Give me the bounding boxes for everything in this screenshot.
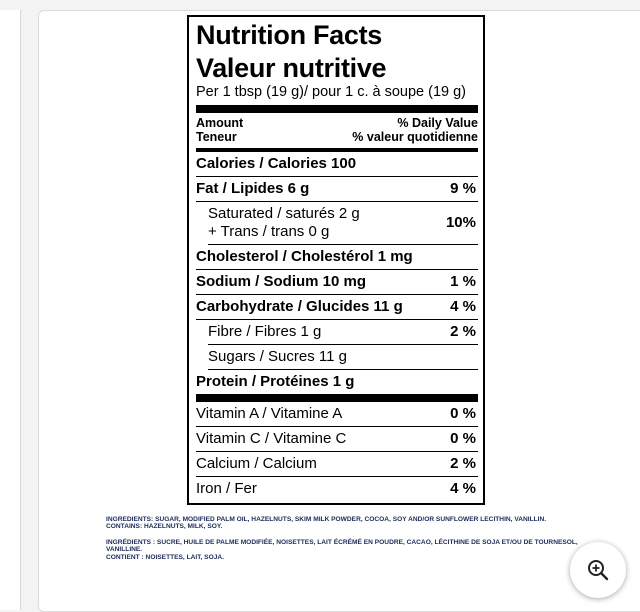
zoom-button[interactable]: [570, 542, 626, 598]
protein-label: Protein / Protéines 1 g: [196, 373, 355, 390]
serving-size: Per 1 tbsp (19 g)/ pour 1 c. à soupe (19…: [196, 83, 478, 113]
calcium-label: Calcium / Calcium: [196, 455, 317, 472]
vitamin-a-label: Vitamin A / Vitamine A: [196, 405, 343, 422]
previous-image-card[interactable]: [0, 10, 21, 610]
calcium-percent: 2 %: [450, 455, 476, 472]
row-carbohydrate: Carbohydrate / Glucides 11 g 4 %: [196, 295, 478, 320]
cholesterol-label: Cholesterol / Cholestérol 1 mg: [196, 248, 413, 265]
title-french: Valeur nutritive: [196, 53, 387, 83]
amount-label: Amount: [196, 116, 244, 130]
amount-label-fr: Teneur: [196, 130, 237, 144]
saturated-label: Saturated / saturés 2 g: [208, 205, 360, 222]
trans-label: + Trans / trans 0 g: [208, 223, 330, 240]
daily-value-label: % Daily Value: [397, 116, 478, 130]
sodium-percent: 1 %: [450, 273, 476, 290]
vitamin-a-percent: 0 %: [450, 405, 476, 422]
iron-percent: 4 %: [450, 480, 476, 497]
row-cholesterol: Cholesterol / Cholestérol 1 mg: [196, 245, 478, 270]
row-fibre: Fibre / Fibres 1 g 2 %: [208, 320, 478, 345]
row-vitamin-c: Vitamin C / Vitamine C 0 %: [196, 427, 478, 452]
vitamin-c-label: Vitamin C / Vitamine C: [196, 430, 347, 447]
carbohydrate-label: Carbohydrate / Glucides 11 g: [196, 298, 403, 315]
fibre-label: Fibre / Fibres 1 g: [208, 323, 322, 340]
row-iron: Iron / Fer 4 %: [196, 477, 478, 501]
row-calories: Calories / Calories 100: [196, 152, 478, 177]
zoom-in-icon: [588, 560, 609, 581]
row-calcium: Calcium / Calcium 2 %: [196, 452, 478, 477]
sugars-label: Sugars / Sucres 11 g: [208, 348, 347, 365]
row-vitamin-a: Vitamin A / Vitamine A 0 %: [196, 402, 478, 427]
fat-percent: 9 %: [450, 180, 476, 197]
title-english: Nutrition Facts: [196, 20, 383, 50]
iron-label: Iron / Fer: [196, 480, 257, 497]
sodium-label: Sodium / Sodium 10 mg: [196, 273, 367, 290]
row-saturated-trans: Saturated / saturés 2 g + Trans / trans …: [208, 202, 478, 245]
daily-value-label-fr: % valeur quotidienne: [352, 130, 478, 144]
row-sugars: Sugars / Sucres 11 g: [208, 345, 478, 370]
ingredients-english: INGREDIENTS: SUGAR, MODIFIED PALM OIL, H…: [106, 516, 547, 523]
nutrition-facts-table: Nutrition Facts Valeur nutritive Per 1 t…: [187, 15, 485, 505]
contains-french: CONTIENT : NOISETTES, LAIT, SOJA.: [106, 553, 224, 561]
ingredients-french: INGRÉDIENTS : SUCRE, HUILE DE PALME MODI…: [106, 538, 578, 554]
fat-label: Fat / Lipides 6 g: [196, 180, 310, 197]
column-header: Amount Teneur % Daily Value % valeur quo…: [196, 113, 478, 152]
ingredients-block: INGREDIENTS: SUGAR, MODIFIED PALM OIL, H…: [106, 516, 586, 561]
saturated-percent: 10%: [445, 214, 476, 231]
vitamin-c-percent: 0 %: [450, 430, 476, 447]
contains-english: CONTAINS: HAZELNUTS, MILK, SOY.: [106, 523, 223, 531]
row-protein: Protein / Protéines 1 g: [196, 370, 478, 402]
carbohydrate-percent: 4 %: [450, 298, 476, 315]
row-sodium: Sodium / Sodium 10 mg 1 %: [196, 270, 478, 295]
calories-label: Calories / Calories 100: [196, 155, 357, 172]
row-fat: Fat / Lipides 6 g 9 %: [196, 177, 478, 202]
fibre-percent: 2 %: [450, 323, 476, 340]
